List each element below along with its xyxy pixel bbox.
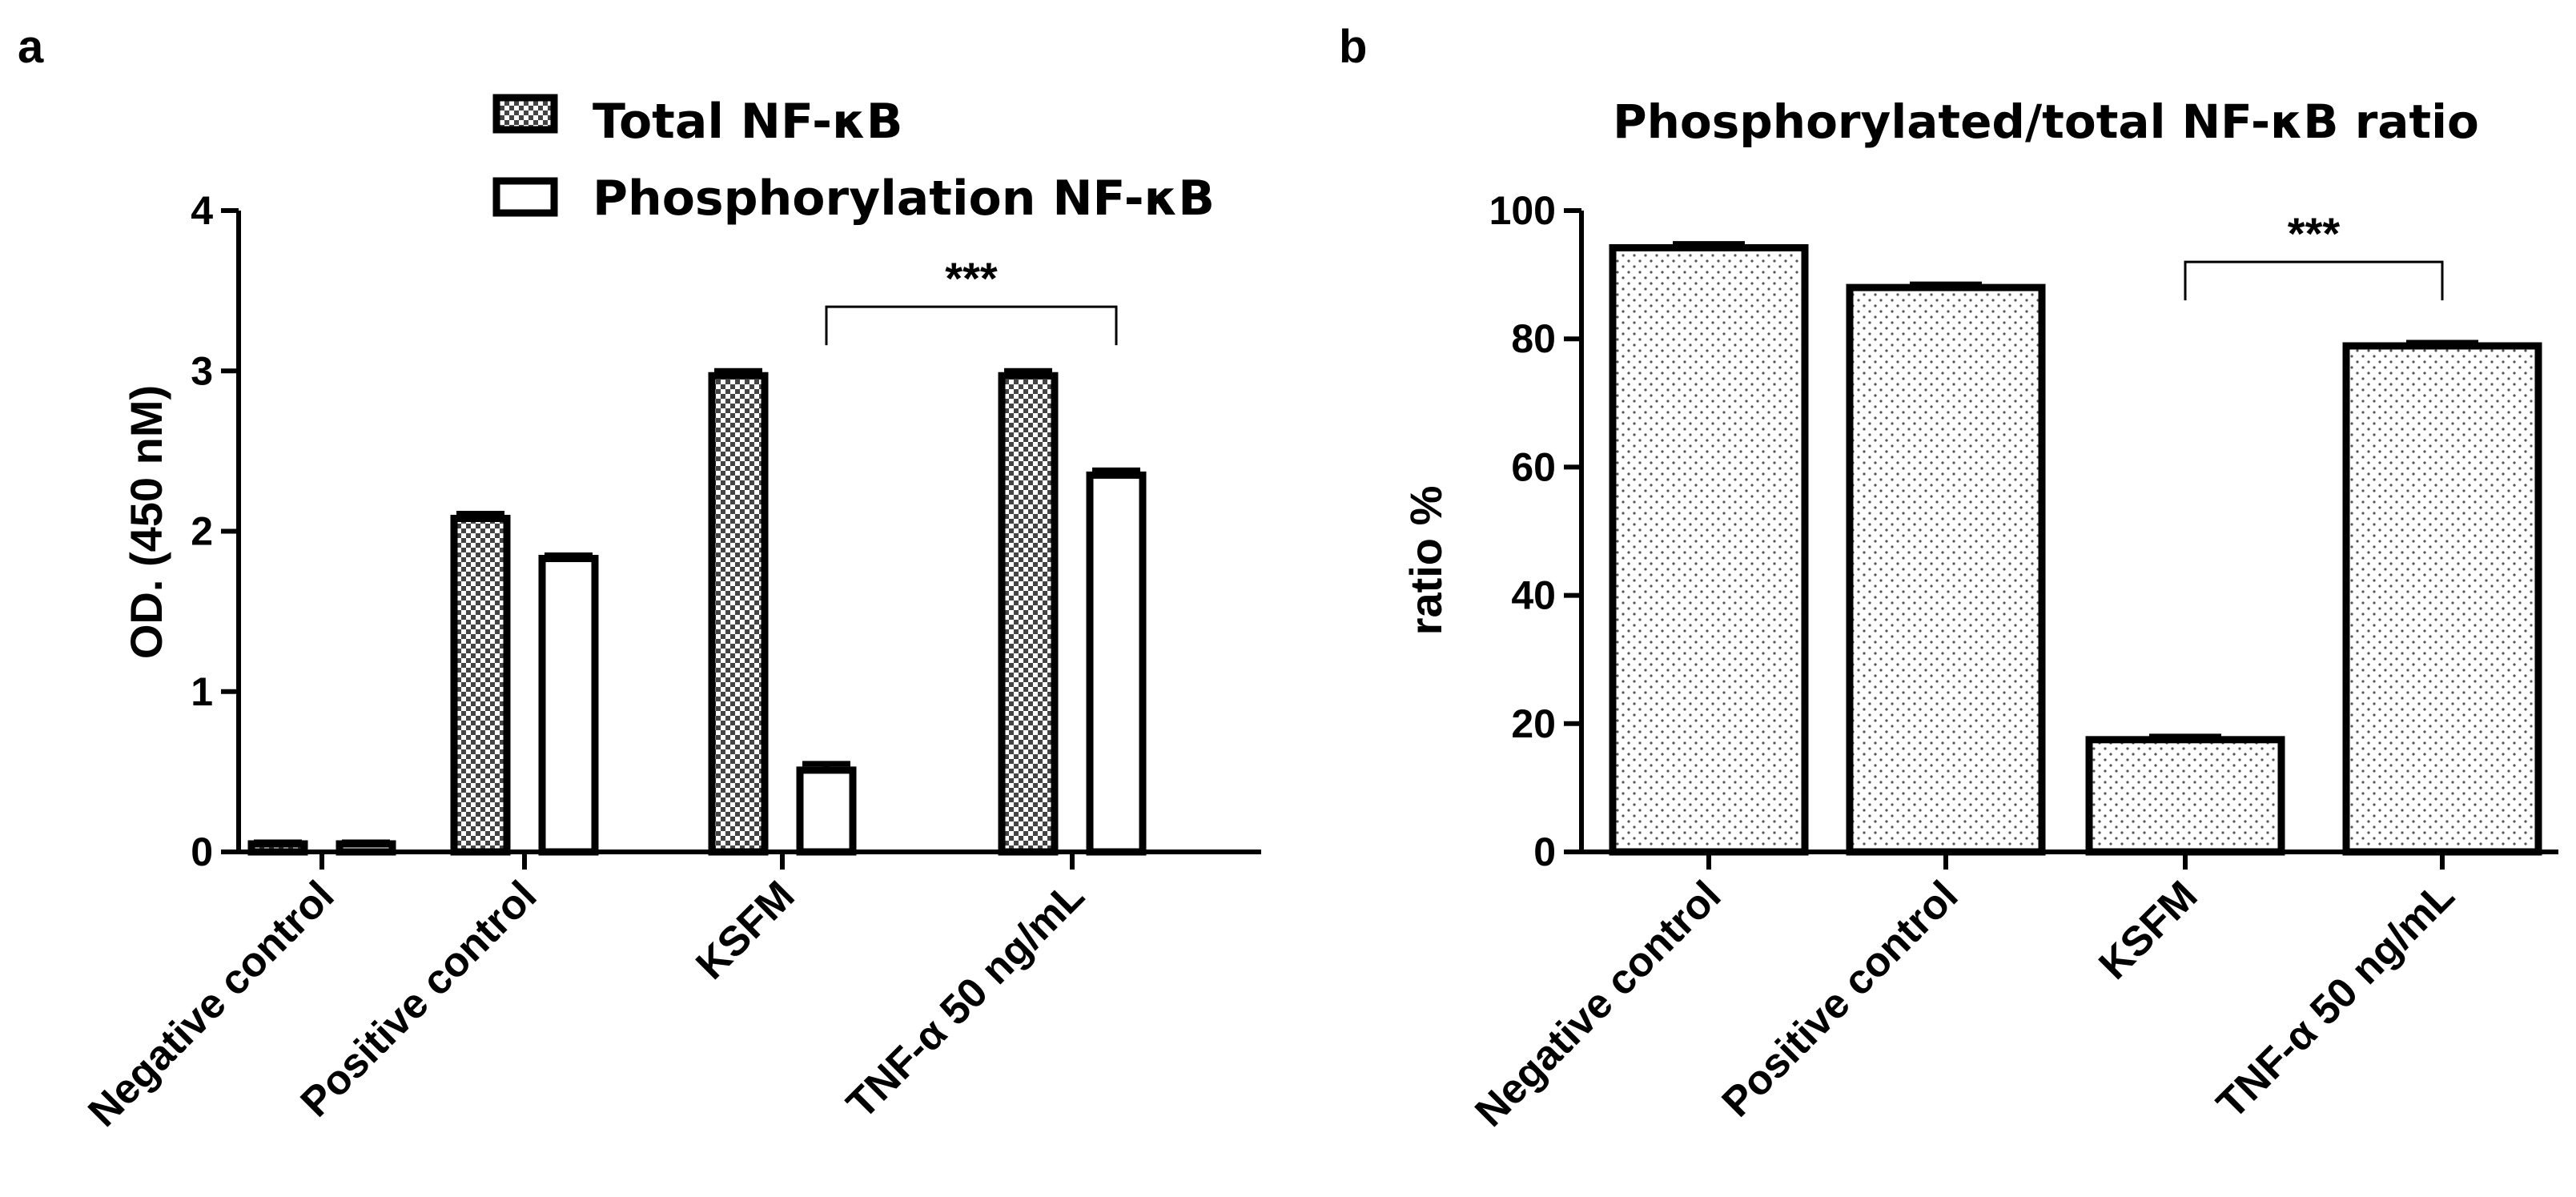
- y-axis-title: OD. (450 nM): [121, 385, 171, 659]
- bar-total-nf-b-ksfm: [708, 372, 769, 856]
- y-tick-label: 60: [1511, 444, 1556, 489]
- panel-letter-a: a: [18, 21, 44, 73]
- bar-phosphorylation-nf-b-tnf-50-ng-ml: [1086, 471, 1147, 856]
- panel-b: b Phosphorylated/total NF-κB ratio ratio…: [1339, 21, 2558, 1136]
- significance-bracket: ***: [2184, 208, 2444, 301]
- significance-line: [825, 305, 1118, 346]
- y-tick-label: 4: [191, 188, 213, 233]
- chart-title: Phosphorylated/total NF-κB ratio: [1613, 94, 2479, 149]
- x-tick-label-ksfm: KSFM: [2090, 872, 2206, 988]
- x-tick-label-ksfm: KSFM: [687, 872, 803, 988]
- bar-total-nf-b-tnf-50-ng-ml: [998, 372, 1059, 856]
- bar-total-nf-b-positive-control: [450, 514, 511, 856]
- significance-bracket: ***: [825, 253, 1118, 346]
- legend-swatch-phosphorylation-nfkb: [492, 177, 558, 217]
- y-axis-title: ratio %: [1401, 486, 1451, 636]
- legend: Total NF-κB Phosphorylation NF-κB: [492, 94, 1215, 227]
- y-tick-label: 40: [1511, 573, 1556, 618]
- bar-ratio-negative-control: [1609, 243, 1809, 856]
- x-tick-label-tnf-50-ng-ml: TNF-α 50 ng/mL: [838, 872, 1094, 1127]
- significance-label: ***: [2288, 208, 2341, 259]
- legend-swatch-total-nfkb: [492, 94, 558, 134]
- y-tick-label: 1: [191, 669, 213, 714]
- y-tick-label: 3: [191, 348, 213, 393]
- bar-phosphorylation-nf-b-ksfm: [796, 766, 857, 856]
- bar-ratio-positive-control: [1846, 283, 2046, 856]
- y-tick-label: 20: [1511, 701, 1556, 746]
- y-tick-label: 0: [191, 829, 213, 874]
- x-tick-label-tnf-50-ng-ml: TNF-α 50 ng/mL: [2208, 872, 2464, 1127]
- x-tick-label-positive-control: Positive control: [1714, 872, 1967, 1126]
- bars: [1609, 241, 2542, 856]
- bar-total-nf-b-negative-control: [247, 840, 308, 856]
- bars: [247, 368, 1147, 856]
- y-tick-label: 2: [191, 509, 213, 554]
- bar-phosphorylation-nf-b-positive-control: [538, 555, 599, 856]
- bar-ratio-tnf-50-ng-ml: [2342, 342, 2542, 856]
- y-tick-label: 100: [1489, 188, 1556, 233]
- y-tick-label: 80: [1511, 316, 1556, 361]
- legend-label-phosphorylation-nfkb: Phosphorylation NF-κB: [593, 171, 1215, 227]
- significance-label: ***: [945, 253, 998, 303]
- y-tick-label: 0: [1533, 829, 1556, 874]
- panel-letter-b: b: [1339, 21, 1367, 73]
- significance-line: [2184, 260, 2444, 301]
- x-tick-label-negative-control: Negative control: [1466, 872, 1730, 1135]
- bar-ratio-ksfm: [2085, 736, 2285, 856]
- bar-phosphorylation-nf-b-negative-control: [336, 840, 396, 856]
- legend-label-total-nfkb: Total NF-κB: [593, 94, 902, 150]
- panel-a: a Total NF-κB Phosphorylation NF-κB OD. …: [18, 21, 1261, 1136]
